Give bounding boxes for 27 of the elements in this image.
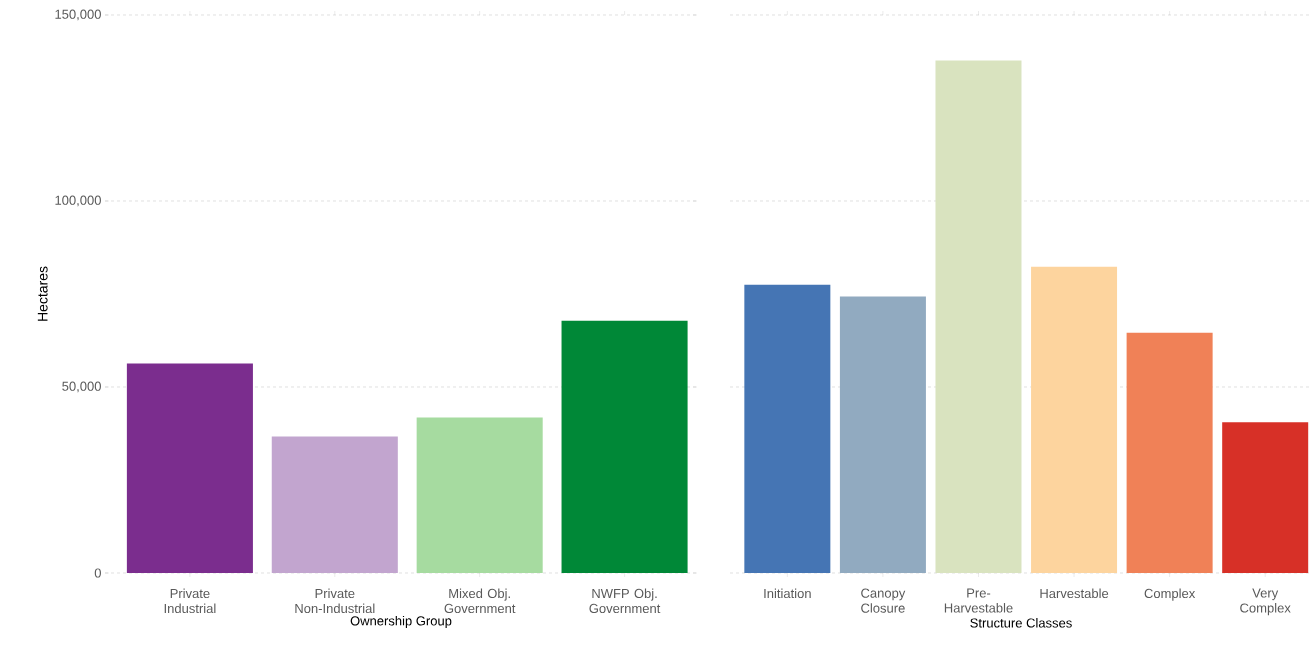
x-tick-label: Private Non-Industrial [295, 588, 375, 614]
x-tick-label: Very Complex [1240, 588, 1291, 616]
y-tick-label: 100,000 [55, 195, 101, 207]
x-axis-title: Structure Classes [970, 618, 1072, 628]
x-tick-label: NWFP Obj. Government [589, 588, 661, 614]
bar [744, 284, 831, 573]
bar [839, 296, 926, 573]
x-tick-label: Canopy Closure [861, 588, 906, 613]
y-axis-title: Hectares [37, 266, 48, 321]
x-tick-label: Mixed Obj. Government [444, 588, 516, 614]
bar [416, 417, 543, 573]
x-axis-title: Ownership Group [350, 615, 452, 629]
x-tick-label: Pre-Harvestable [944, 588, 1013, 613]
y-tick-label: 50,000 [62, 381, 101, 393]
y-tick-label: 150,000 [55, 9, 101, 21]
bar [1031, 266, 1118, 573]
x-tick-label: Harvestable [1040, 588, 1109, 599]
x-tick-label: Private Industrial [164, 588, 216, 614]
bar [935, 60, 1022, 573]
bar [271, 436, 398, 573]
bar [561, 320, 688, 573]
bar [1222, 422, 1309, 573]
bar [126, 363, 253, 573]
x-tick-label: Initiation [764, 588, 811, 599]
y-tick-label: 0 [94, 568, 101, 578]
x-tick-label: Complex [1144, 588, 1196, 601]
bar [1126, 332, 1213, 573]
